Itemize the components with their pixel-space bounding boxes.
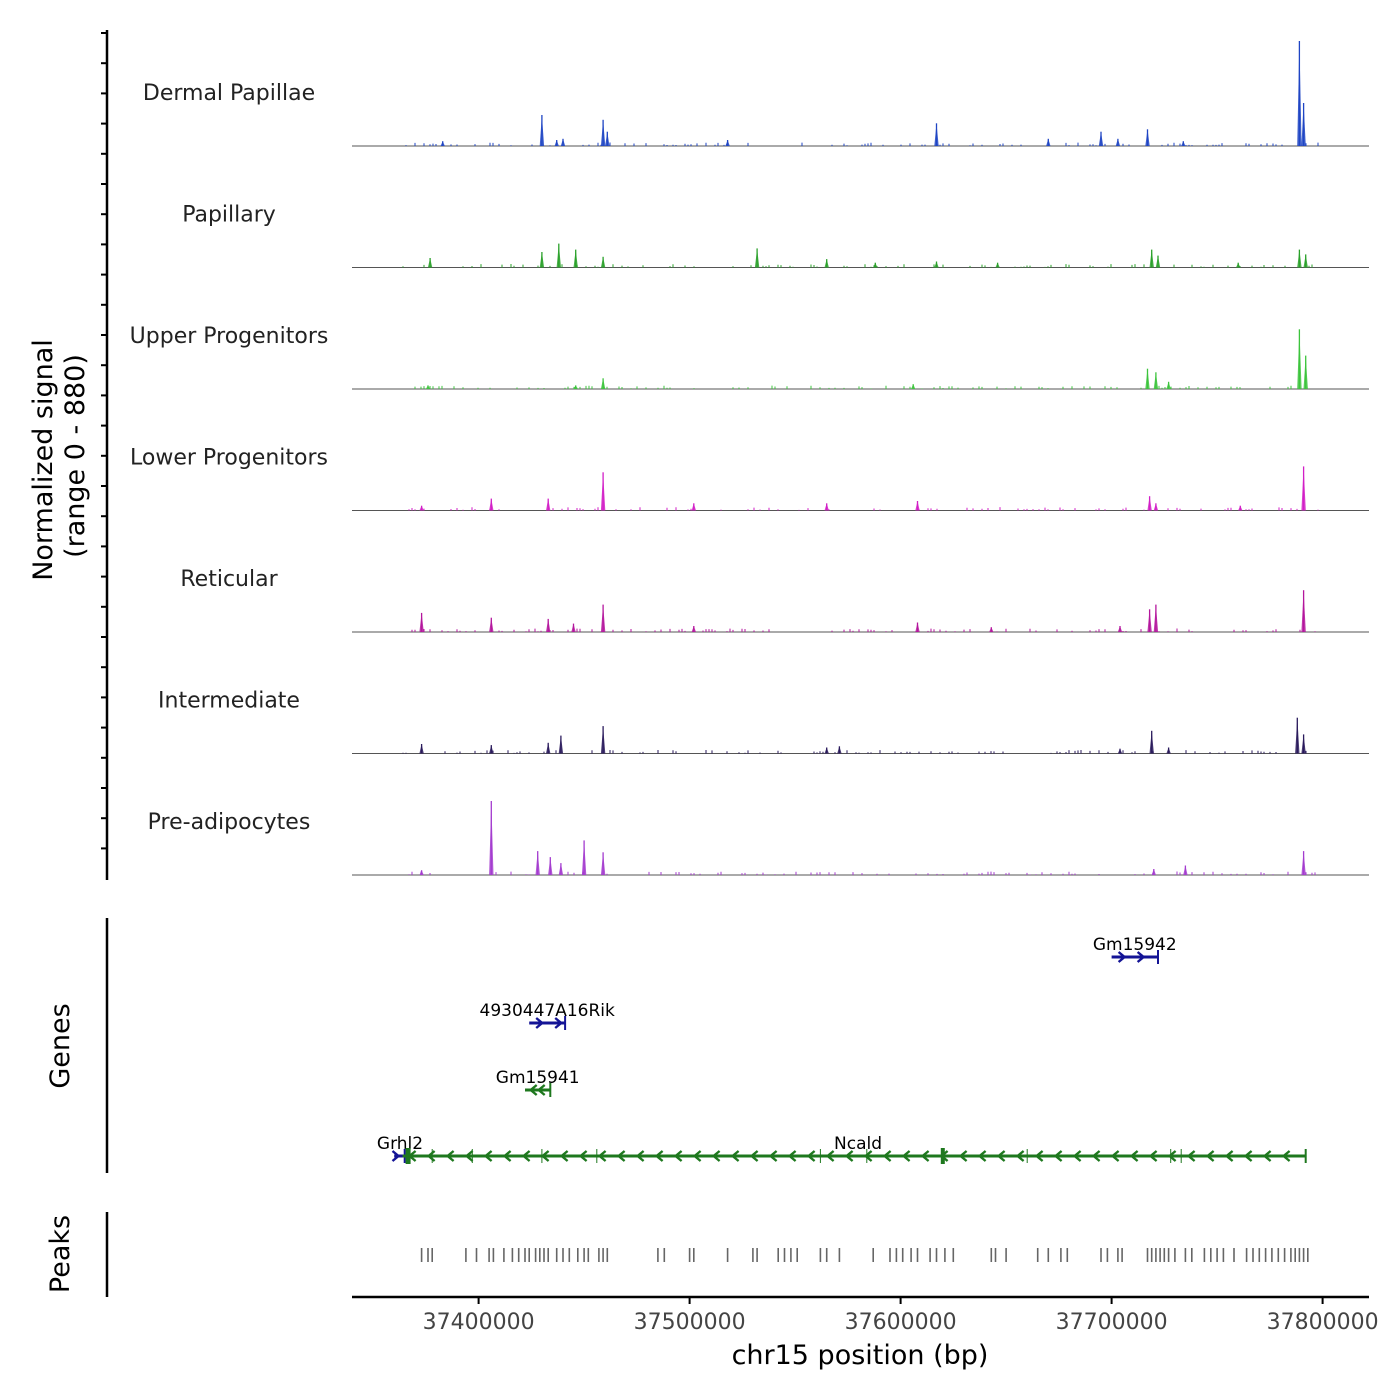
gene-strand-chevron	[1167, 1150, 1177, 1162]
coverage-track: Dermal Papillae	[143, 41, 1369, 147]
peaks-axis-label: Peaks	[45, 1215, 76, 1293]
gene-strand-chevron	[1072, 1150, 1082, 1162]
track-label: Papillary	[182, 203, 276, 228]
track-label: Dermal Papillae	[143, 81, 315, 106]
gene-strand-chevron	[1053, 1150, 1063, 1162]
gene-label: Ncald	[834, 1134, 882, 1154]
gene-label: 4930447A16Rik	[480, 1001, 616, 1021]
gene-strand-chevron	[1034, 1150, 1044, 1162]
gene-strand-chevron	[536, 1084, 546, 1096]
x-axis-ticks: 37400000 37500000 37600000 37700000 37800000	[423, 1297, 1379, 1335]
coverage-y-axis-ticks	[101, 32, 107, 850]
x-tick-label: 37400000	[423, 1310, 535, 1335]
gene-strand-chevron	[502, 1150, 512, 1162]
coverage-tracks: Dermal Papillae Papillary Upper Progenitor…	[130, 41, 1369, 876]
gene-strand-chevron	[445, 1150, 455, 1162]
gene-strand-chevron	[464, 1150, 474, 1162]
gene-track: Gm15942 4930447A16Rik Gm15941 Grhl2 Ncald	[377, 935, 1307, 1164]
coverage-y-label-line2: (range 0 - 880)	[60, 354, 91, 558]
gene-strand-chevron	[616, 1150, 626, 1162]
gene-strand-chevron	[863, 1150, 873, 1162]
gene-strand-chevron	[1110, 1150, 1120, 1162]
gene-strand-chevron	[730, 1150, 740, 1162]
gene-strand-chevron	[939, 1150, 949, 1162]
gene: Gm15941	[496, 1068, 580, 1097]
gene-strand-chevron	[1281, 1150, 1291, 1162]
gene-strand-chevron	[521, 1150, 531, 1162]
gene-strand-chevron	[806, 1150, 816, 1162]
gene-strand-chevron	[977, 1150, 987, 1162]
coverage-track: Papillary	[182, 203, 1369, 268]
track-label: Lower Progenitors	[130, 446, 328, 471]
gene-strand-chevron	[1224, 1150, 1234, 1162]
gene-strand-chevron	[554, 1017, 564, 1029]
gene-label: Gm15941	[496, 1068, 580, 1088]
x-axis-label: chr15 position (bp)	[732, 1340, 989, 1371]
gene: Grhl2	[377, 1134, 423, 1163]
gene-strand-chevron	[1205, 1150, 1215, 1162]
gene-strand-chevron	[787, 1150, 797, 1162]
gene-strand-chevron	[882, 1150, 892, 1162]
coverage-y-label-line1: Normalized signal	[28, 339, 59, 581]
gene-strand-chevron	[1129, 1150, 1139, 1162]
x-tick-label: 37700000	[1056, 1310, 1168, 1335]
gene-label: Gm15942	[1093, 935, 1177, 955]
track-label: Reticular	[180, 567, 278, 592]
x-tick-label: 37500000	[634, 1310, 746, 1335]
gene-strand-chevron	[844, 1150, 854, 1162]
gene-strand-chevron	[426, 1150, 436, 1162]
gene-strand-chevron	[825, 1150, 835, 1162]
gene-strand-chevron	[597, 1150, 607, 1162]
gene-strand-chevron	[528, 1084, 538, 1096]
gene-strand-chevron	[1262, 1150, 1272, 1162]
gene-strand-chevron	[768, 1150, 778, 1162]
gene-strand-chevron	[996, 1150, 1006, 1162]
gene-strand-chevron	[1015, 1150, 1025, 1162]
x-tick-label: 37800000	[1267, 1310, 1379, 1335]
gene: 4930447A16Rik	[480, 1001, 616, 1030]
gene-strand-chevron	[958, 1150, 968, 1162]
gene-strand-chevron	[749, 1150, 759, 1162]
gene-label: Grhl2	[377, 1134, 423, 1154]
track-label: Upper Progenitors	[130, 324, 329, 349]
gene-strand-chevron	[559, 1150, 569, 1162]
gene-strand-chevron	[920, 1150, 930, 1162]
gene-strand-chevron	[578, 1150, 588, 1162]
gene-strand-chevron	[535, 1017, 545, 1029]
gene-strand-chevron	[654, 1150, 664, 1162]
coverage-track: Pre-adipocytes	[148, 801, 1369, 876]
gene-strand-chevron	[901, 1150, 911, 1162]
peak-track	[420, 1248, 1309, 1262]
coverage-track: Reticular	[180, 567, 1369, 633]
gene-strand-chevron	[1136, 951, 1146, 963]
gene-strand-chevron	[635, 1150, 645, 1162]
gene-strand-chevron	[1186, 1150, 1196, 1162]
track-label: Pre-adipocytes	[148, 810, 311, 835]
genes-axis-label: Genes	[45, 1003, 76, 1088]
gene-strand-chevron	[1243, 1150, 1253, 1162]
coverage-track: Upper Progenitors	[130, 324, 1369, 390]
track-label: Intermediate	[158, 689, 300, 714]
gene-strand-chevron	[1091, 1150, 1101, 1162]
gene-strand-chevron	[1117, 951, 1127, 963]
gene-strand-chevron	[483, 1150, 493, 1162]
coverage-track: Lower Progenitors	[130, 446, 1369, 511]
gene-strand-chevron	[1148, 1150, 1158, 1162]
gene: Gm15942	[1093, 935, 1177, 964]
gene-strand-chevron	[540, 1150, 550, 1162]
x-tick-label: 37600000	[845, 1310, 957, 1335]
gene-strand-chevron	[673, 1150, 683, 1162]
gene: Ncald	[402, 1134, 1307, 1164]
coverage-track: Intermediate	[158, 689, 1369, 754]
gene-strand-chevron	[692, 1150, 702, 1162]
gene-strand-chevron	[391, 1150, 401, 1162]
gene-strand-chevron	[711, 1150, 721, 1162]
gene-strand-chevron	[407, 1150, 417, 1162]
